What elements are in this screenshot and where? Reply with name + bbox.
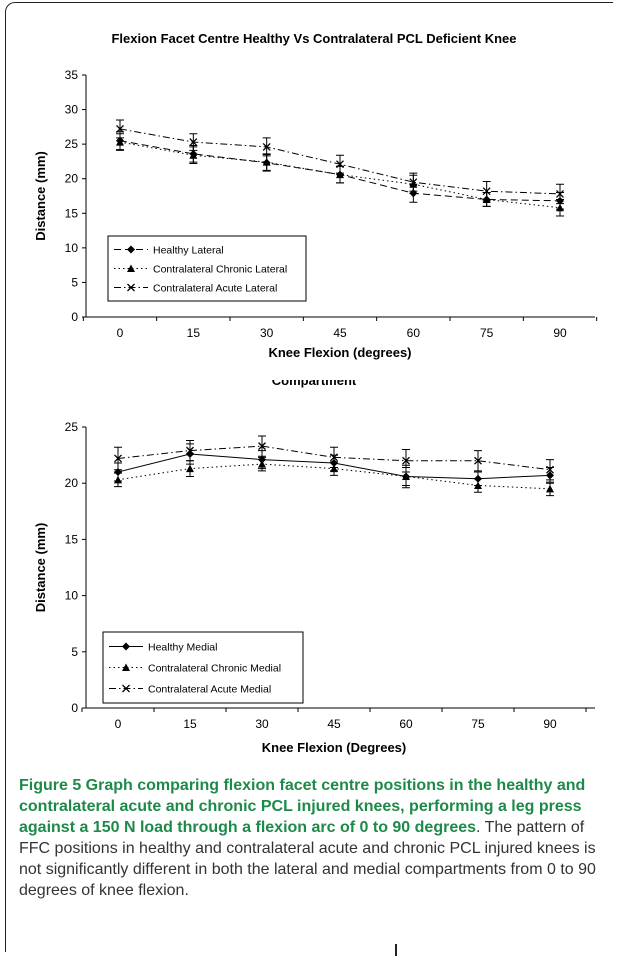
x-tick-label: 45 — [333, 326, 347, 340]
data-point — [474, 456, 482, 465]
data-point — [336, 160, 344, 169]
legend-marker — [127, 283, 135, 292]
data-point — [330, 464, 338, 473]
y-tick-label: 10 — [65, 589, 79, 603]
y-axis-label: Distance (mm) — [33, 151, 48, 241]
data-point — [402, 472, 410, 480]
data-point — [186, 446, 194, 455]
x-tick-label: 15 — [183, 717, 197, 731]
x-tick-label: 30 — [260, 326, 274, 340]
y-tick-label: 20 — [65, 476, 79, 490]
y-tick-label: 5 — [71, 645, 78, 659]
x-axis-label: Knee Flexion (degrees) — [268, 345, 411, 360]
x-tick-label: 60 — [407, 326, 421, 340]
legend-entry: Contralateral Acute Lateral — [153, 283, 277, 295]
y-tick-label: 5 — [71, 275, 78, 289]
data-point — [116, 124, 124, 133]
x-tick-label: 45 — [327, 717, 341, 731]
data-point — [409, 178, 418, 187]
data-point — [114, 467, 122, 476]
legend-marker — [122, 642, 130, 651]
y-axis-label: Distance (mm) — [33, 523, 48, 613]
x-tick-label: 0 — [117, 326, 124, 340]
data-point — [262, 158, 271, 166]
y-tick-label: 0 — [71, 310, 78, 324]
legend-entry: Healthy Lateral — [153, 245, 224, 257]
data-point — [336, 170, 344, 179]
y-tick-label: 30 — [65, 103, 79, 117]
x-tick-label: 60 — [399, 717, 413, 731]
data-point — [116, 138, 124, 146]
data-point — [556, 189, 564, 198]
y-tick-label: 0 — [71, 701, 78, 715]
y-tick-label: 25 — [65, 137, 79, 151]
caption-body: . The pattern of FFC positions in health… — [19, 819, 596, 899]
legend-entry: Contralateral Chronic Medial — [148, 663, 281, 675]
x-tick-label: 90 — [543, 717, 557, 731]
chart-title: Flexion Facet Centre Healthy Vs Contrala… — [111, 31, 516, 46]
y-tick-label: 20 — [65, 172, 79, 186]
legend-marker — [127, 264, 135, 272]
data-point — [189, 138, 198, 147]
figure-frame — [5, 2, 613, 952]
x-tick-label: 15 — [187, 326, 201, 340]
y-tick-label: 25 — [65, 420, 79, 434]
data-point — [556, 203, 564, 212]
legend-marker — [122, 684, 130, 693]
data-point — [114, 454, 122, 463]
x-axis-label: Knee Flexion (Degrees) — [262, 740, 407, 755]
data-point — [474, 481, 482, 489]
x-tick-label: 30 — [255, 717, 269, 731]
data-point — [402, 456, 410, 465]
chart-title-line-2: Compartment — [272, 380, 357, 388]
x-tick-label: 75 — [480, 326, 494, 340]
legend-entry: Contralateral Acute Medial — [148, 684, 271, 696]
legend-marker — [122, 663, 130, 671]
frame-divider — [395, 944, 397, 956]
x-tick-label: 90 — [553, 326, 567, 340]
data-point — [546, 465, 554, 474]
y-tick-label: 10 — [65, 241, 79, 255]
data-point — [482, 187, 491, 196]
data-point — [258, 442, 266, 451]
data-point — [330, 453, 338, 462]
data-point — [186, 464, 194, 473]
data-point — [114, 475, 122, 484]
x-tick-label: 75 — [471, 717, 485, 731]
x-tick-label: 0 — [115, 717, 122, 731]
y-tick-label: 35 — [65, 68, 79, 82]
legend-marker — [127, 245, 135, 254]
lateral-compartment-chart: Flexion Facet Centre Healthy Vs Contrala… — [33, 31, 598, 360]
figure-caption: Figure 5 Graph comparing flexion facet c… — [19, 775, 609, 901]
y-tick-label: 15 — [65, 206, 79, 220]
data-point — [262, 142, 271, 151]
data-point — [258, 460, 266, 468]
legend-entry: Healthy Medial — [148, 642, 217, 654]
data-point — [546, 484, 554, 493]
caption-lead: Figure 5 Graph comparing flexion facet c… — [19, 777, 586, 836]
data-point — [189, 151, 198, 159]
legend-entry: Contralateral Chronic Lateral — [153, 264, 287, 276]
y-tick-label: 15 — [65, 532, 79, 546]
medial-compartment-chart: Flexion Facet Centre Healthy Vs Contrala… — [33, 380, 595, 755]
